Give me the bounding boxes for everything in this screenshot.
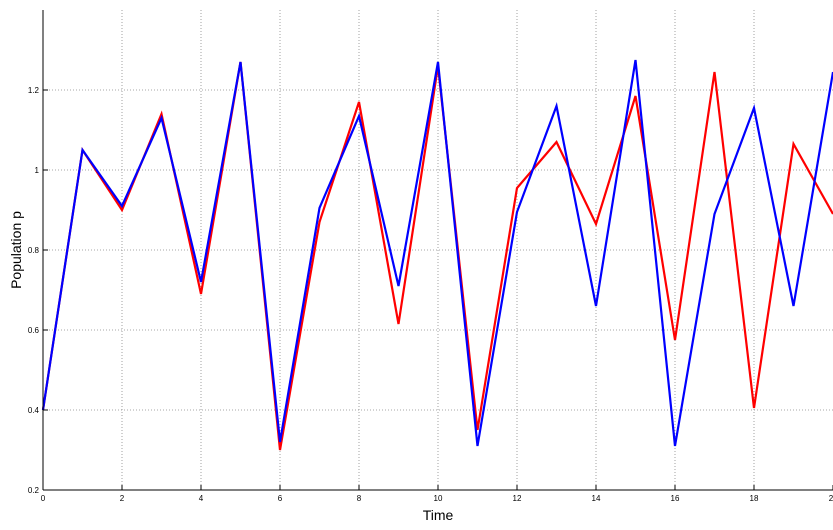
x-tick-label: 16 bbox=[671, 494, 680, 503]
y-tick-label: 0.2 bbox=[28, 486, 40, 495]
y-tick-label: 1.2 bbox=[28, 86, 40, 95]
x-tick-label: 2 bbox=[120, 494, 125, 503]
x-tick-label: 14 bbox=[592, 494, 601, 503]
x-tick-label: 2 bbox=[829, 494, 833, 503]
y-axis-label: Population p bbox=[8, 211, 24, 289]
y-tick-label: 0.6 bbox=[28, 326, 40, 335]
x-tick-label: 0 bbox=[41, 494, 46, 503]
x-tick-label: 4 bbox=[199, 494, 204, 503]
x-tick-label: 18 bbox=[750, 494, 759, 503]
x-tick-label: 10 bbox=[434, 494, 443, 503]
y-tick-label: 0.4 bbox=[28, 406, 40, 415]
x-tick-label: 6 bbox=[278, 494, 283, 503]
x-tick-label: 8 bbox=[357, 494, 362, 503]
series-line-2 bbox=[41, 59, 833, 447]
x-axis-label: Time bbox=[423, 507, 454, 523]
y-tick-label: 0.8 bbox=[28, 246, 40, 255]
x-tick-label: 12 bbox=[513, 494, 522, 503]
y-tick-label: 1 bbox=[35, 166, 40, 175]
